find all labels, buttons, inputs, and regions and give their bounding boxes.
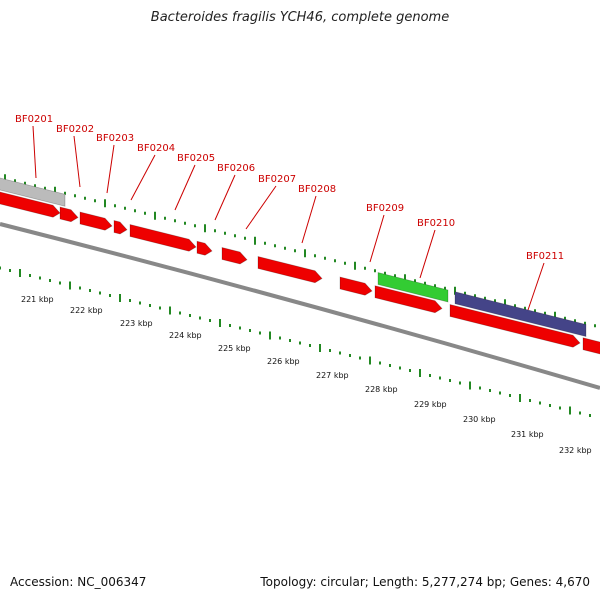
- gene-leader-line: [214, 174, 236, 221]
- gene-feature[interactable]: [454, 291, 587, 338]
- gene-leader-line: [245, 185, 277, 230]
- gene-feature[interactable]: [257, 255, 323, 284]
- gene-leader-line: [174, 164, 196, 211]
- gene-feature[interactable]: [339, 276, 373, 296]
- gene-track[interactable]: [0, 177, 600, 355]
- gene-feature[interactable]: [113, 219, 128, 235]
- kbp-label: 228 kbp: [365, 385, 398, 394]
- kbp-label: 230 kbp: [463, 415, 496, 424]
- gene-feature[interactable]: [0, 191, 61, 218]
- accession-text: Accession: NC_006347: [10, 575, 147, 589]
- kbp-label: 232 kbp: [559, 446, 592, 455]
- gene-label[interactable]: BF0210: [417, 218, 455, 229]
- inner-tick-ruler: [0, 266, 591, 417]
- gene-feature[interactable]: [374, 285, 443, 314]
- gene-feature[interactable]: [196, 240, 213, 256]
- gene-feature[interactable]: [582, 337, 600, 355]
- gene-label[interactable]: BF0206: [217, 163, 255, 174]
- gene-label[interactable]: BF0207: [258, 174, 296, 185]
- kbp-label: 223 kbp: [120, 319, 153, 328]
- gene-label[interactable]: BF0204: [137, 143, 175, 154]
- kbp-label: 229 kbp: [414, 400, 447, 409]
- gene-feature[interactable]: [449, 303, 581, 348]
- kbp-label: 222 kbp: [70, 306, 103, 315]
- backbone-line: [0, 222, 600, 390]
- gene-leader-line: [32, 125, 37, 179]
- kbp-label-layer: 221 kbp 222 kbp 223 kbp 224 kbp 225 kbp 226 k…: [21, 295, 592, 455]
- kbp-label: 226 kbp: [267, 357, 300, 366]
- gene-feature[interactable]: [129, 223, 197, 252]
- gene-label[interactable]: BF0208: [298, 184, 336, 195]
- gene-leader-line: [369, 214, 385, 263]
- genome-backbone: [0, 222, 600, 390]
- genome-summary-text: Topology: circular; Length: 5,277,274 bp…: [260, 575, 590, 589]
- gene-label-layer: BF0201BF0202BF0203BF0204BF0205BF0206BF02…: [15, 114, 564, 311]
- gene-feature[interactable]: [59, 206, 79, 223]
- gene-feature[interactable]: [0, 177, 66, 207]
- gene-label[interactable]: BF0211: [526, 251, 564, 262]
- gene-feature[interactable]: [79, 211, 113, 231]
- gene-label[interactable]: BF0205: [177, 153, 215, 164]
- gene-label[interactable]: BF0202: [56, 124, 94, 135]
- outer-tick-ruler: [4, 174, 596, 328]
- gene-feature[interactable]: [221, 246, 248, 265]
- gene-leader-line: [106, 144, 115, 194]
- kbp-label: 224 kbp: [169, 331, 202, 340]
- genome-title: Bacteroides fragilis YCH46, complete gen…: [150, 10, 450, 25]
- kbp-label: 221 kbp: [21, 295, 54, 304]
- kbp-label: 231 kbp: [511, 430, 544, 439]
- kbp-label: 227 kbp: [316, 371, 349, 380]
- gene-leader-line: [419, 229, 436, 279]
- gene-leader-line: [130, 154, 156, 201]
- gene-label[interactable]: BF0203: [96, 133, 134, 144]
- gene-label[interactable]: BF0209: [366, 203, 404, 214]
- gene-label[interactable]: BF0201: [15, 114, 53, 125]
- gene-leader-line: [73, 135, 81, 188]
- gene-leader-line: [527, 262, 545, 311]
- gene-leader-line: [301, 195, 317, 244]
- gene-feature[interactable]: [377, 271, 449, 303]
- kbp-label: 225 kbp: [218, 344, 251, 353]
